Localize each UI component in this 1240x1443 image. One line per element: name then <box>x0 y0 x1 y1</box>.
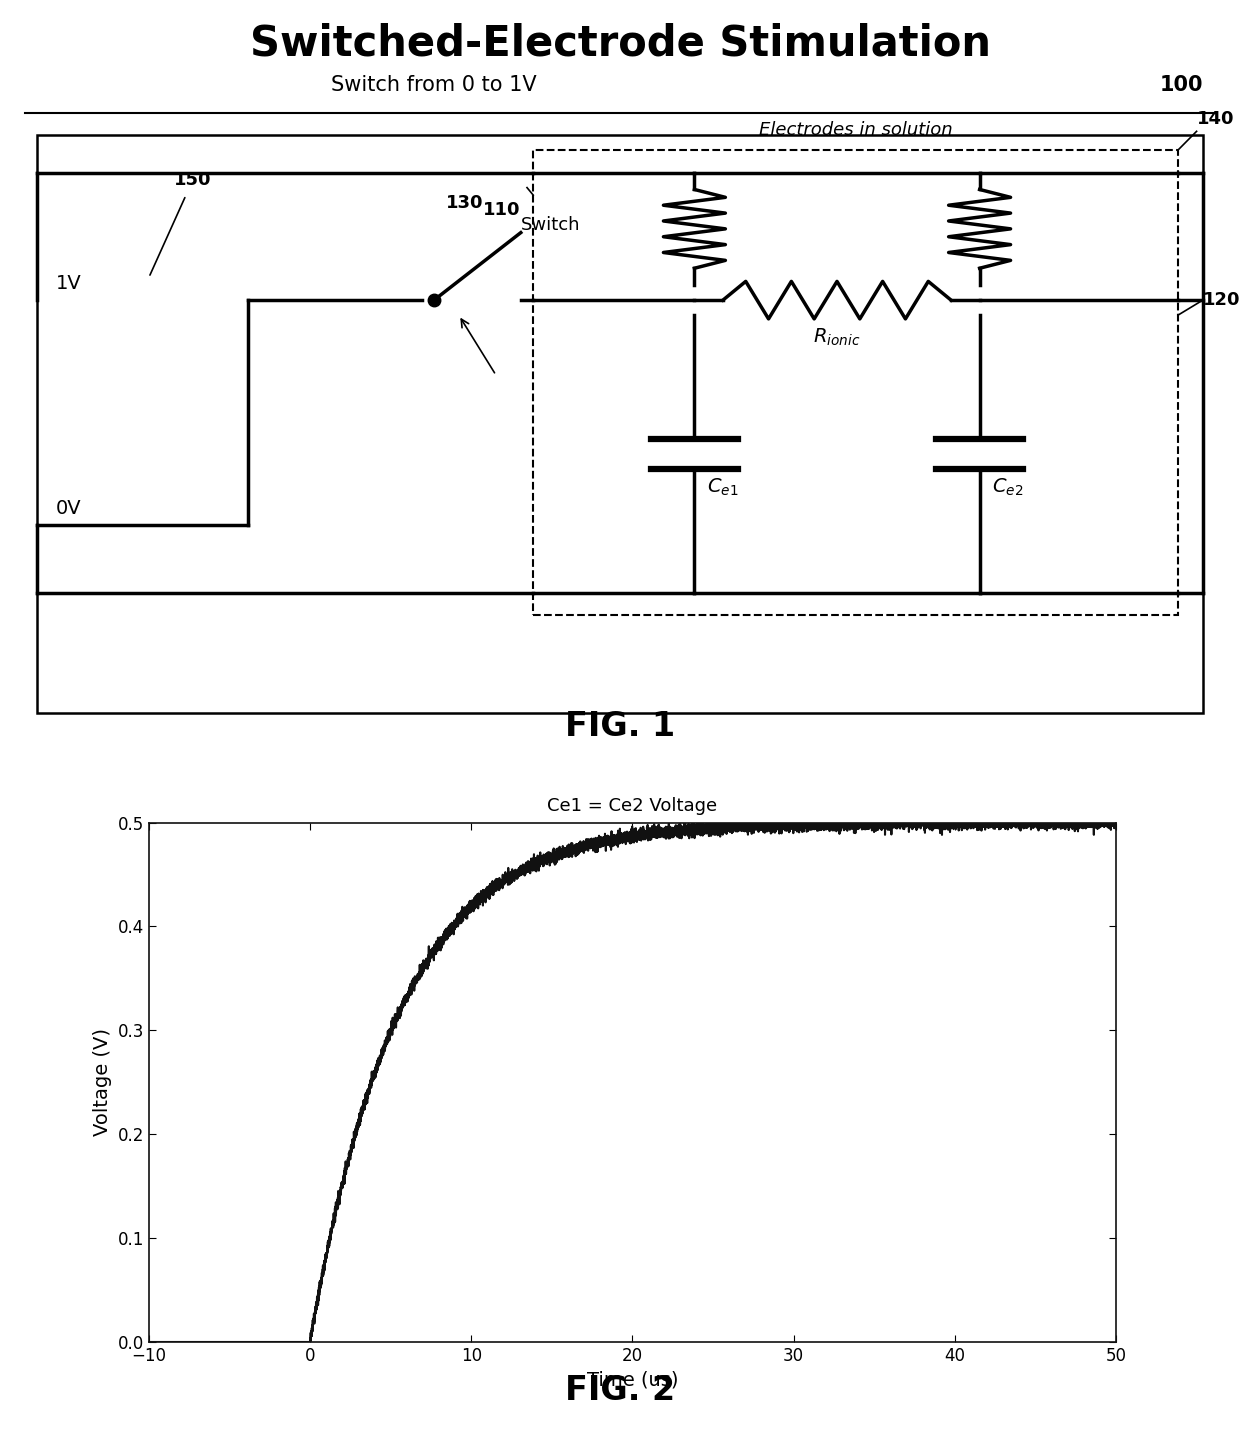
Text: $C_{e2}$: $C_{e2}$ <box>992 476 1023 498</box>
Title: Ce1 = Ce2 Voltage: Ce1 = Ce2 Voltage <box>547 798 718 815</box>
Text: FIG. 1: FIG. 1 <box>565 710 675 743</box>
Text: 0V: 0V <box>56 499 82 518</box>
Y-axis label: Voltage (V): Voltage (V) <box>93 1029 112 1136</box>
Text: Switched-Electrode Stimulation: Switched-Electrode Stimulation <box>249 23 991 65</box>
Text: $R_{ionic}$: $R_{ionic}$ <box>813 326 861 348</box>
Text: 150: 150 <box>174 172 211 189</box>
Text: Switch from 0 to 1V: Switch from 0 to 1V <box>331 75 537 95</box>
X-axis label: Time (us): Time (us) <box>587 1371 678 1390</box>
Text: 110: 110 <box>484 201 521 219</box>
Bar <box>37 136 1203 713</box>
Text: Switch: Switch <box>521 216 580 234</box>
Text: 1V: 1V <box>56 274 82 293</box>
Text: Electrodes in solution: Electrodes in solution <box>759 121 952 139</box>
Text: 100: 100 <box>1159 75 1203 95</box>
Text: $C_{e1}$: $C_{e1}$ <box>707 476 738 498</box>
Text: 140: 140 <box>1197 110 1234 127</box>
Text: FIG. 2: FIG. 2 <box>565 1374 675 1407</box>
Text: 130: 130 <box>446 193 484 212</box>
Bar <box>533 150 1178 615</box>
Text: 120: 120 <box>1203 291 1240 309</box>
